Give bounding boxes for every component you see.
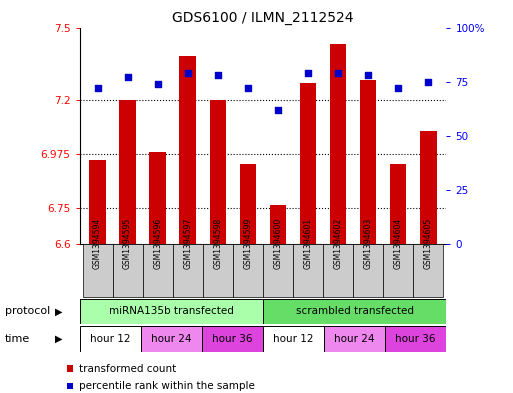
Title: GDS6100 / ILMN_2112524: GDS6100 / ILMN_2112524 — [172, 11, 353, 25]
Text: hour 12: hour 12 — [90, 334, 130, 344]
Text: hour 36: hour 36 — [396, 334, 436, 344]
Text: GSM1394594: GSM1394594 — [93, 218, 102, 269]
Text: GSM1394598: GSM1394598 — [213, 218, 222, 269]
Text: percentile rank within the sample: percentile rank within the sample — [79, 381, 255, 391]
Text: hour 24: hour 24 — [334, 334, 375, 344]
FancyBboxPatch shape — [112, 244, 143, 297]
Bar — [89, 160, 106, 244]
Text: miRNA135b transfected: miRNA135b transfected — [109, 307, 233, 316]
Text: GSM1394601: GSM1394601 — [304, 218, 312, 269]
Text: GSM1394599: GSM1394599 — [243, 218, 252, 269]
Bar — [209, 99, 226, 244]
Text: GSM1394603: GSM1394603 — [364, 218, 372, 269]
Text: ▶: ▶ — [55, 307, 63, 316]
Point — [274, 107, 282, 113]
Point — [184, 70, 192, 76]
FancyBboxPatch shape — [385, 326, 446, 352]
Text: GSM1394595: GSM1394595 — [123, 218, 132, 269]
Text: hour 36: hour 36 — [212, 334, 252, 344]
Bar — [180, 56, 196, 244]
FancyBboxPatch shape — [263, 299, 446, 324]
Text: transformed count: transformed count — [79, 364, 176, 374]
Bar — [420, 131, 437, 244]
FancyBboxPatch shape — [413, 244, 443, 297]
Point — [304, 70, 312, 76]
Point — [424, 78, 432, 84]
Text: GSM1394602: GSM1394602 — [333, 218, 343, 269]
Bar — [240, 164, 256, 244]
FancyBboxPatch shape — [83, 244, 112, 297]
FancyBboxPatch shape — [324, 326, 385, 352]
FancyBboxPatch shape — [202, 326, 263, 352]
Text: GSM1394604: GSM1394604 — [393, 218, 403, 269]
FancyBboxPatch shape — [80, 326, 141, 352]
Text: scrambled transfected: scrambled transfected — [295, 307, 413, 316]
Bar — [360, 80, 377, 244]
Point — [394, 85, 402, 91]
FancyBboxPatch shape — [263, 244, 293, 297]
Point — [244, 85, 252, 91]
Bar — [149, 152, 166, 244]
Bar — [270, 205, 286, 244]
Text: time: time — [5, 334, 30, 344]
FancyBboxPatch shape — [203, 244, 233, 297]
FancyBboxPatch shape — [353, 244, 383, 297]
Bar — [330, 44, 346, 244]
Text: hour 24: hour 24 — [151, 334, 191, 344]
Bar — [300, 83, 317, 244]
Bar — [120, 99, 136, 244]
FancyBboxPatch shape — [293, 244, 323, 297]
Point — [364, 72, 372, 78]
Point — [93, 85, 102, 91]
Text: hour 12: hour 12 — [273, 334, 314, 344]
Point — [153, 81, 162, 87]
FancyBboxPatch shape — [263, 326, 324, 352]
FancyBboxPatch shape — [143, 244, 173, 297]
Text: GSM1394596: GSM1394596 — [153, 218, 162, 269]
Text: GSM1394597: GSM1394597 — [183, 218, 192, 269]
FancyBboxPatch shape — [141, 326, 202, 352]
Point — [124, 74, 132, 80]
FancyBboxPatch shape — [80, 299, 263, 324]
FancyBboxPatch shape — [233, 244, 263, 297]
Text: GSM1394600: GSM1394600 — [273, 218, 283, 269]
Text: protocol: protocol — [5, 307, 50, 316]
FancyBboxPatch shape — [383, 244, 413, 297]
Text: GSM1394605: GSM1394605 — [424, 218, 433, 269]
FancyBboxPatch shape — [323, 244, 353, 297]
Point — [334, 70, 342, 76]
FancyBboxPatch shape — [173, 244, 203, 297]
Bar — [390, 164, 406, 244]
Text: ▶: ▶ — [55, 334, 63, 344]
Point — [214, 72, 222, 78]
